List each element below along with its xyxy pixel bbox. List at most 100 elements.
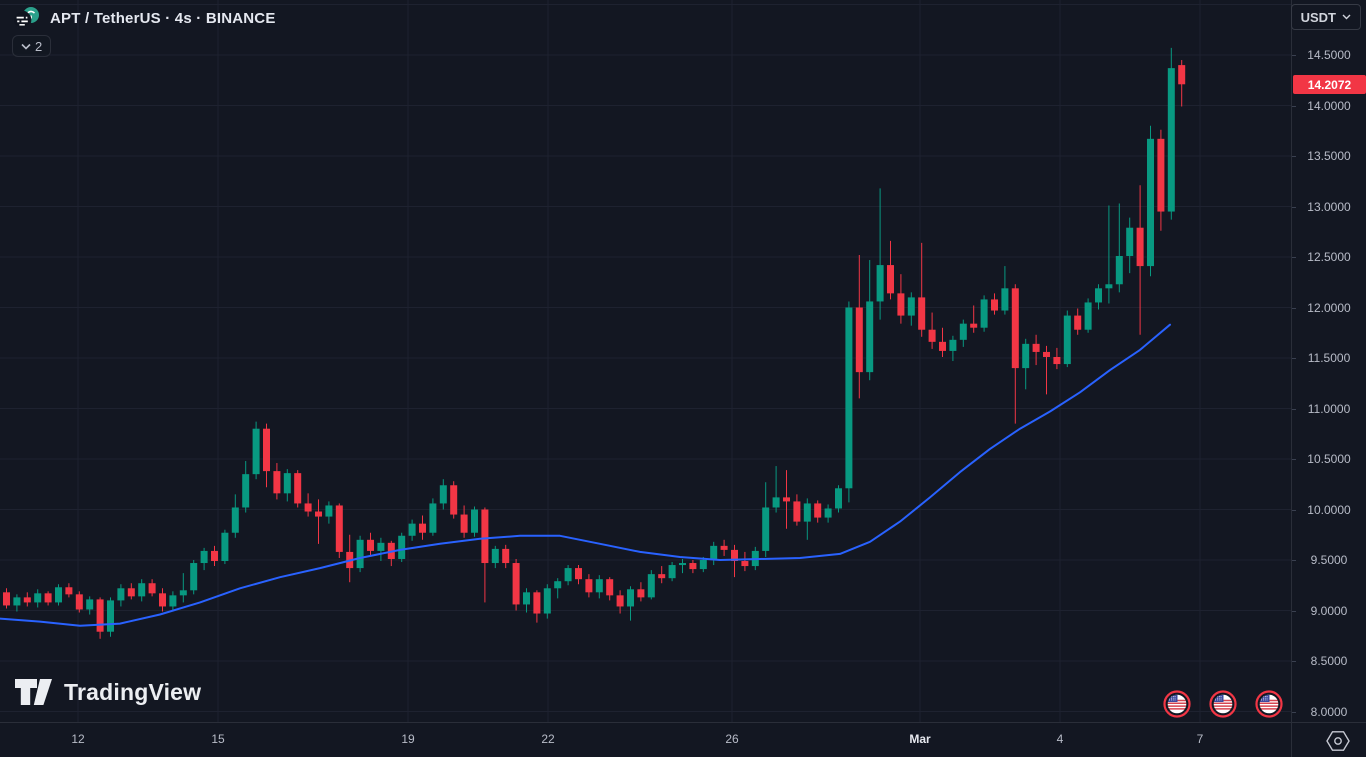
candle-down — [689, 563, 697, 570]
candle-up — [200, 550, 208, 564]
candle-up — [1115, 255, 1123, 285]
candle-up — [543, 588, 551, 614]
candle-down — [970, 323, 978, 328]
candle-down — [855, 307, 863, 373]
price-axis-label: 12.5000 — [1307, 250, 1351, 264]
candle-up — [803, 503, 811, 522]
price-axis-tick — [1292, 105, 1296, 107]
candle-up — [554, 581, 562, 589]
candle-up — [1147, 138, 1154, 267]
symbol-header: APT / TetherUS · 4s · BINANCE — [12, 6, 276, 30]
candle-down — [1074, 315, 1082, 330]
candle-up — [1001, 288, 1009, 311]
candle-up — [86, 599, 94, 610]
candle-down — [928, 329, 936, 342]
time-axis-label: 7 — [1196, 732, 1204, 746]
candle-down — [658, 574, 666, 579]
us-flag-icon[interactable] — [1209, 690, 1237, 718]
us-flag-icon[interactable] — [1255, 690, 1283, 718]
time-axis-label: 19 — [401, 732, 415, 746]
price-axis-label: 14.5000 — [1307, 48, 1351, 62]
time-axis-label: 15 — [211, 732, 225, 746]
candle-down — [263, 428, 270, 472]
candle-up — [876, 265, 884, 302]
ma-line — [0, 323, 1171, 627]
apt-coin-icon — [12, 10, 32, 30]
price-axis-tick — [1292, 610, 1296, 612]
us-flag-icon[interactable] — [1163, 690, 1191, 718]
candle-down — [939, 341, 946, 351]
candle-down — [1178, 65, 1186, 85]
currency-label: USDT — [1300, 9, 1336, 25]
candle-up — [1105, 284, 1113, 289]
candle-down — [887, 265, 894, 294]
price-axis-tick — [1292, 408, 1296, 410]
candle-down — [1157, 138, 1165, 212]
candle-down — [304, 503, 312, 512]
time-axis-label: 22 — [541, 732, 555, 746]
candle-up — [1095, 288, 1102, 303]
candle-up — [845, 307, 853, 489]
candle-up — [1022, 343, 1030, 369]
candle-up — [710, 545, 718, 560]
candle-down — [367, 539, 374, 551]
price-axis-label: 8.5000 — [1310, 654, 1348, 668]
price-axis-label: 13.5000 — [1307, 149, 1351, 163]
candle-up — [1084, 302, 1092, 330]
candle-down — [783, 497, 790, 502]
price-axis-tick — [1292, 257, 1296, 258]
candle-up — [980, 299, 988, 328]
candle-down — [512, 563, 520, 605]
time-axis-label: 26 — [725, 732, 739, 746]
symbol-title[interactable]: APT / TetherUS · 4s · BINANCE — [50, 9, 276, 27]
candle-up — [762, 507, 770, 551]
watermark-text: TradingView — [64, 678, 202, 705]
candle-up — [439, 485, 447, 504]
candle-up — [959, 323, 967, 340]
candle-up — [907, 297, 915, 316]
tradingview-logo-link[interactable]: TradingView — [14, 676, 201, 708]
candle-up — [471, 509, 478, 533]
candle-down — [273, 471, 281, 494]
candle-down — [1053, 356, 1061, 365]
candle-down — [897, 293, 905, 316]
candle-down — [616, 595, 624, 607]
candle-up — [429, 503, 437, 533]
price-axis-tick — [1292, 55, 1296, 56]
candle-down — [211, 550, 218, 562]
candle-down — [1032, 343, 1040, 352]
price-axis-tick — [1292, 509, 1296, 511]
chart-pane[interactable]: APT / TetherUS · 4s · BINANCE 2 TradingV… — [0, 0, 1291, 722]
pair-coins-icon — [12, 6, 42, 30]
candle-up — [377, 542, 385, 551]
candle-up — [117, 588, 125, 601]
candle-down — [575, 568, 582, 580]
candle-up — [668, 565, 676, 579]
candle-down — [1011, 288, 1019, 369]
candle-up — [242, 474, 250, 508]
candle-up — [491, 548, 499, 564]
timezone-settings-button[interactable] — [1322, 728, 1354, 754]
candle-down — [315, 511, 322, 517]
candle-down — [44, 593, 52, 603]
candle-up — [252, 428, 260, 475]
last-price-badge: 14.2072 — [1293, 75, 1366, 95]
collapse-indicators-button[interactable]: 2 — [12, 35, 52, 57]
candle-up — [283, 473, 291, 494]
candle-down — [637, 589, 645, 598]
candle-down — [96, 599, 104, 632]
candle-down — [1043, 351, 1050, 357]
price-axis-label: 10.5000 — [1307, 452, 1351, 466]
time-axis-label: Mar — [909, 732, 931, 746]
time-axis-label: 4 — [1056, 732, 1064, 746]
candle-up — [325, 505, 333, 517]
price-axis-label: 8.0000 — [1310, 704, 1348, 719]
candle-down — [1136, 227, 1144, 267]
price-axis[interactable]: 14.2072 14.5000 14.0000 13.5000 13.0000 12.5… — [1291, 0, 1366, 722]
price-axis-tick — [1292, 711, 1296, 713]
currency-toggle-button[interactable]: USDT — [1290, 4, 1361, 30]
price-axis-tick — [1292, 206, 1296, 208]
price-axis-label: 13.0000 — [1307, 199, 1351, 214]
time-axis[interactable]: 12 15 19 22 26 Mar 4 7 — [0, 722, 1366, 757]
candle-down — [65, 587, 73, 595]
